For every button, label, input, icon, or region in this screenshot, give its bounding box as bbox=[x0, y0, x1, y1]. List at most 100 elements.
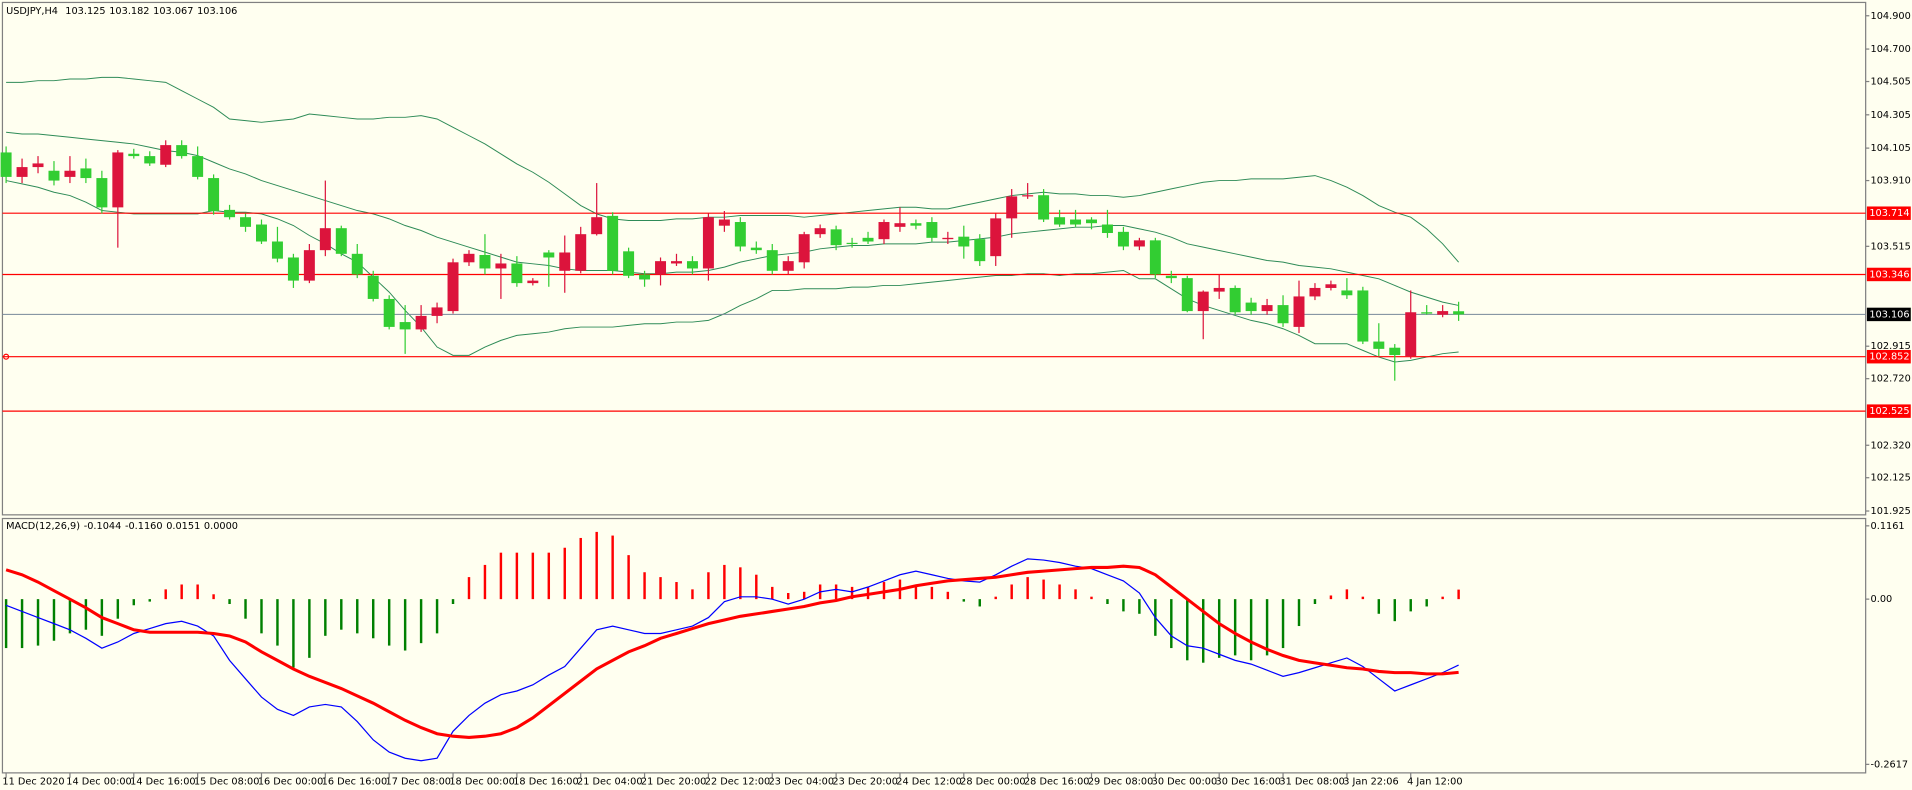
histogram-bar bbox=[308, 599, 311, 658]
x-tick-label: 16 Dec 16:00 bbox=[322, 776, 387, 787]
candle-body bbox=[862, 237, 874, 242]
candle-body bbox=[1101, 224, 1113, 234]
candle-body bbox=[878, 222, 890, 240]
histogram-bar bbox=[292, 599, 295, 668]
macd-panel bbox=[1, 517, 1867, 774]
histogram-bar bbox=[1297, 599, 1301, 627]
y-tick-label: 104.305 bbox=[1871, 110, 1911, 121]
x-tick-label: 24 Dec 12:00 bbox=[896, 776, 961, 787]
histogram-bar bbox=[1010, 584, 1013, 600]
candle-body bbox=[1213, 287, 1225, 292]
histogram-bar bbox=[627, 555, 630, 600]
y-tick-label: 104.700 bbox=[1871, 44, 1911, 55]
candle-body bbox=[1357, 290, 1369, 342]
histogram-bar bbox=[914, 584, 918, 600]
candle-body bbox=[431, 307, 443, 316]
histogram-bar bbox=[164, 589, 167, 600]
histogram-bar bbox=[340, 599, 343, 630]
x-tick-label: 14 Dec 16:00 bbox=[130, 776, 195, 787]
y-tick-label: 0.00 bbox=[1871, 594, 1893, 605]
histogram-bar bbox=[1361, 596, 1365, 600]
histogram-bar bbox=[276, 599, 279, 646]
x-tick-label: 31 Dec 08:00 bbox=[1279, 776, 1344, 787]
indicator-line bbox=[6, 131, 1459, 306]
candle-body bbox=[335, 228, 347, 254]
histogram-bar bbox=[643, 572, 646, 600]
histogram-bar bbox=[787, 593, 790, 600]
x-tick-label: 14 Dec 00:00 bbox=[66, 776, 131, 787]
candle-body bbox=[383, 298, 395, 327]
histogram-bar bbox=[1106, 599, 1109, 604]
candle-body bbox=[176, 145, 188, 157]
readout-value: 0.0151 bbox=[166, 521, 200, 532]
y-tick-label: 104.900 bbox=[1871, 11, 1911, 22]
histogram-bar bbox=[1441, 596, 1444, 600]
price-level-label: 102.852 bbox=[1869, 352, 1909, 363]
candle-body bbox=[910, 223, 922, 226]
bid-label: 103.106 bbox=[1869, 309, 1909, 320]
candle-body bbox=[846, 242, 858, 245]
candle-body bbox=[543, 252, 555, 258]
price-level-label: 103.346 bbox=[1869, 269, 1909, 280]
histogram-bar bbox=[324, 599, 327, 636]
y-tick-label: 102.915 bbox=[1871, 341, 1911, 352]
histogram-bar bbox=[579, 537, 582, 600]
histogram-bar bbox=[723, 564, 726, 600]
candle-body bbox=[399, 322, 411, 330]
histogram-bar bbox=[531, 552, 535, 600]
y-tick-label: 104.505 bbox=[1871, 77, 1911, 88]
histogram-bar bbox=[467, 577, 471, 600]
histogram-bar bbox=[1202, 599, 1205, 663]
histogram-bar bbox=[1042, 579, 1045, 600]
candle-body bbox=[1261, 305, 1273, 312]
x-tick-label: 23 Dec 04:00 bbox=[769, 776, 834, 787]
histogram-bar bbox=[132, 599, 136, 606]
candle-body bbox=[1453, 311, 1465, 315]
level-handle bbox=[3, 353, 10, 360]
candle-body bbox=[607, 215, 619, 271]
x-tick-label: 18 Dec 00:00 bbox=[449, 776, 514, 787]
x-tick-label: 29 Dec 08:00 bbox=[1088, 776, 1153, 787]
candle-body bbox=[48, 170, 60, 181]
candle-body bbox=[144, 156, 156, 164]
y-tick-label: 103.515 bbox=[1871, 241, 1911, 252]
candle-body bbox=[527, 280, 539, 284]
candle-body bbox=[559, 252, 571, 271]
x-tick-label: 15 Dec 08:00 bbox=[194, 776, 259, 787]
candle-body bbox=[798, 234, 810, 263]
histogram-bar bbox=[755, 574, 758, 600]
histogram-bar bbox=[196, 584, 199, 600]
candle-body bbox=[255, 224, 267, 242]
histogram-bar bbox=[4, 599, 8, 649]
histogram-bar bbox=[739, 567, 742, 600]
candle-body bbox=[1277, 305, 1289, 324]
candle-body bbox=[511, 263, 523, 284]
candle-body bbox=[1293, 296, 1305, 327]
histogram-bar bbox=[1345, 589, 1349, 600]
price-level-tag bbox=[1866, 206, 1911, 220]
histogram-bar bbox=[595, 531, 598, 600]
indicator-line bbox=[5, 180, 1459, 363]
histogram-bar bbox=[1265, 599, 1269, 656]
candle-body bbox=[128, 153, 140, 157]
histogram-bar bbox=[962, 599, 966, 602]
candle-body bbox=[1117, 231, 1129, 247]
histogram-bar bbox=[771, 586, 774, 600]
histogram-bar bbox=[180, 584, 183, 600]
candle-body bbox=[926, 222, 938, 238]
candle-body bbox=[894, 223, 906, 227]
histogram-bar bbox=[1186, 599, 1189, 661]
indicator-name: MACD(12,26,9) bbox=[6, 521, 80, 532]
histogram-bar bbox=[675, 582, 678, 600]
readout-value: -0.1160 bbox=[125, 521, 163, 532]
x-tick-label: 22 Dec 12:00 bbox=[705, 776, 770, 787]
histogram-bar bbox=[1457, 589, 1460, 600]
y-tick-label: 102.125 bbox=[1871, 473, 1911, 484]
histogram-bar bbox=[994, 596, 997, 600]
histogram-bar bbox=[371, 599, 375, 639]
candle-body bbox=[463, 253, 475, 263]
candle-body bbox=[1309, 287, 1321, 297]
candle-body bbox=[1181, 278, 1193, 312]
x-tick-label: 30 Dec 16:00 bbox=[1216, 776, 1281, 787]
